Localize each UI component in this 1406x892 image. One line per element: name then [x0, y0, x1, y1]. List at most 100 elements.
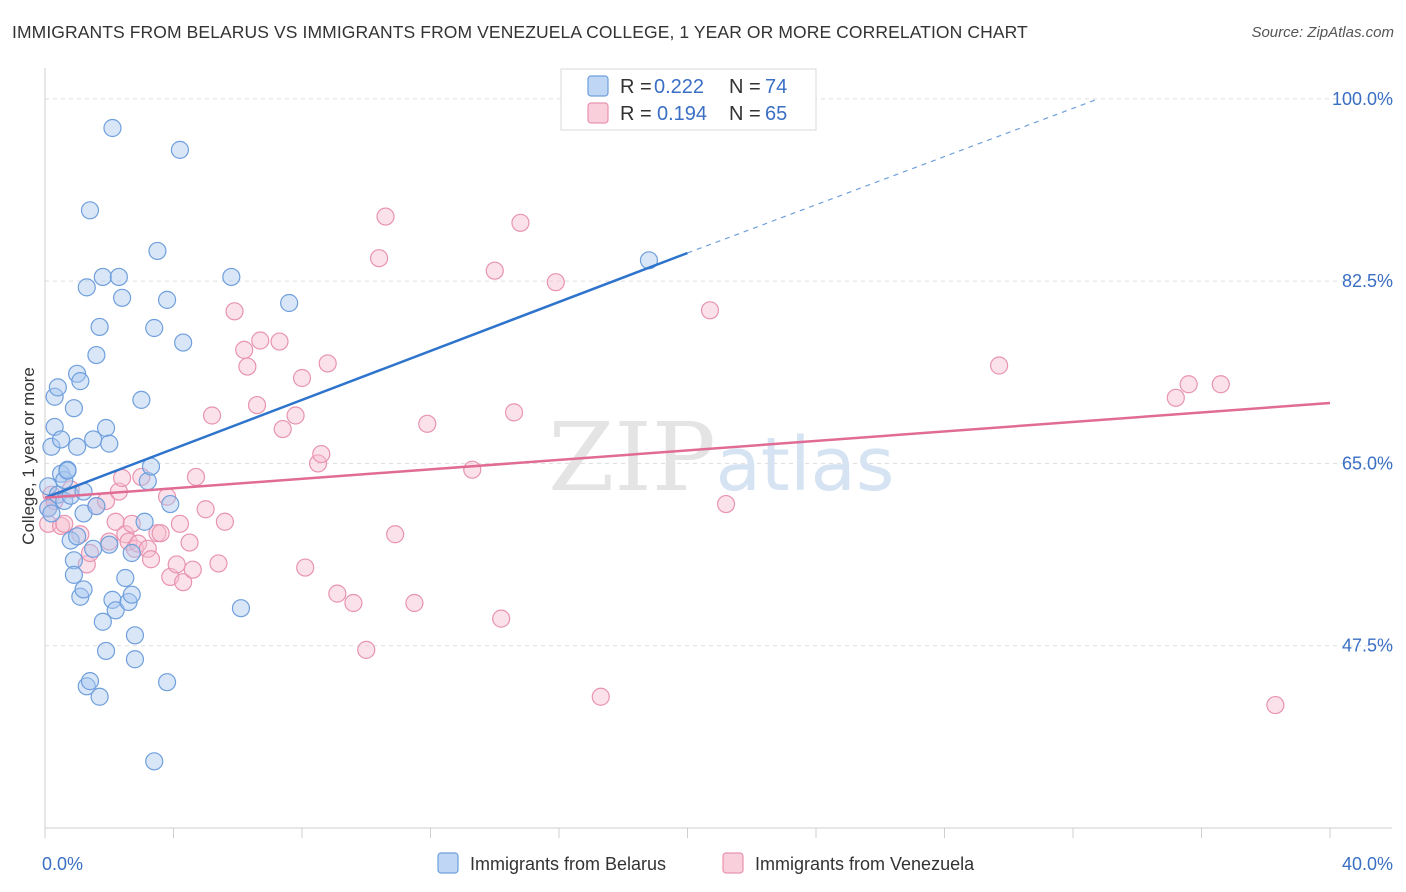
- belarus-point-54: [103, 118, 122, 138]
- belarus-point-63: [161, 494, 180, 514]
- belarus-points: [39, 118, 659, 771]
- belarus-point-60: [148, 241, 167, 261]
- y-tick-label-3: 47.5%: [1342, 636, 1393, 656]
- venezuela-point-65: [591, 687, 610, 706]
- belarus-point-38: [93, 612, 112, 631]
- venezuela-point-30: [174, 573, 193, 592]
- belarus-point-52: [125, 626, 145, 645]
- venezuela-point-34: [196, 500, 215, 519]
- belarus-point-65: [174, 333, 193, 352]
- venezuela-point-66: [700, 301, 720, 320]
- belarus-point-49: [122, 543, 141, 563]
- venezuela-point-53: [357, 640, 376, 659]
- legend-belarus-marker: [437, 852, 459, 874]
- belarus-point-41: [100, 434, 119, 453]
- legend-venezuela-n-value: 65: [765, 103, 787, 125]
- venezuela-point-32: [183, 560, 202, 579]
- venezuela-point-45: [286, 406, 305, 425]
- belarus-point-67: [231, 599, 251, 618]
- legend-correlation: R = 0.222 N = 74 R = 0.194 N = 65: [560, 68, 817, 131]
- venezuela-point-35: [202, 406, 222, 425]
- belarus-point-20: [68, 527, 87, 546]
- venezuela-point-7: [71, 525, 90, 544]
- legend-venezuela-marker: [722, 852, 744, 874]
- venezuela-point-57: [405, 593, 424, 613]
- belarus-point-55: [135, 512, 154, 531]
- venezuela-point-54: [370, 249, 389, 268]
- venezuela-point-51: [328, 584, 347, 603]
- belarus-point-22: [71, 372, 90, 391]
- venezuela-point-67: [716, 494, 736, 514]
- belarus-point-59: [145, 318, 164, 338]
- chart-title: IMMIGRANTS FROM BELARUS VS IMMIGRANTS FR…: [12, 22, 1028, 42]
- belarus-point-40: [96, 641, 116, 661]
- venezuela-point-61: [492, 609, 511, 628]
- belarus-point-16: [64, 551, 84, 570]
- venezuela-point-71: [1211, 375, 1230, 394]
- belarus-trend-extension: [687, 99, 1096, 254]
- y-tick-label-1: 82.5%: [1342, 271, 1393, 291]
- belarus-point-28: [77, 677, 96, 696]
- venezuela-point-20: [129, 534, 148, 553]
- legend-venezuela-r-value: 0.194: [657, 103, 707, 125]
- legend-series: Immigrants from Belarus Immigrants from …: [437, 852, 975, 874]
- belarus-point-30: [80, 672, 100, 691]
- belarus-point-27: [77, 278, 96, 297]
- venezuela-point-50: [318, 354, 337, 373]
- belarus-point-33: [87, 345, 106, 365]
- belarus-point-44: [106, 601, 125, 620]
- legend-venezuela-label: Immigrants from Venezuela: [755, 854, 975, 874]
- belarus-point-53: [132, 390, 151, 409]
- venezuela-point-33: [186, 467, 206, 487]
- belarus-trend-line: [44, 251, 688, 499]
- venezuela-point-55: [376, 207, 395, 226]
- legend-venezuela-swatch: [587, 102, 609, 124]
- x-tick-label-0: 0.0%: [42, 854, 83, 874]
- venezuela-point-69: [1166, 388, 1185, 407]
- belarus-point-47: [116, 568, 135, 588]
- belarus-point-51: [125, 650, 145, 669]
- trend-lines: [44, 99, 1331, 500]
- venezuela-point-42: [251, 331, 270, 350]
- legend-venezuela-r-label: R =: [620, 103, 652, 125]
- venezuela-point-36: [209, 554, 228, 573]
- belarus-point-3: [42, 437, 61, 456]
- venezuela-point-52: [344, 593, 363, 613]
- belarus-point-39: [96, 418, 116, 438]
- tick-labels: 100.0% 82.5% 65.0% 47.5% 0.0% 40.0%: [42, 89, 1393, 874]
- legend-belarus-r-value: 0.222: [654, 76, 704, 98]
- belarus-point-46: [112, 288, 132, 307]
- belarus-point-43: [103, 590, 122, 609]
- y-tick-label-0: 100.0%: [1332, 89, 1393, 109]
- belarus-point-45: [109, 267, 128, 287]
- belarus-point-36: [90, 687, 109, 706]
- belarus-point-29: [80, 201, 100, 220]
- belarus-point-25: [74, 580, 93, 599]
- venezuela-point-4: [51, 516, 71, 536]
- x-tick-label-1: 40.0%: [1342, 854, 1393, 874]
- belarus-point-7: [48, 378, 67, 397]
- venezuela-point-28: [167, 555, 186, 574]
- venezuela-point-62: [504, 403, 524, 422]
- venezuela-point-5: [55, 514, 74, 533]
- belarus-point-32: [84, 539, 103, 558]
- venezuela-point-70: [1179, 375, 1198, 394]
- belarus-point-68: [280, 293, 299, 313]
- belarus-point-42: [100, 535, 119, 554]
- venezuela-point-37: [215, 512, 234, 531]
- venezuela-point-47: [296, 558, 315, 577]
- belarus-point-2: [42, 504, 61, 523]
- belarus-point-13: [58, 461, 77, 480]
- venezuela-point-23: [141, 550, 161, 569]
- belarus-point-1: [39, 499, 58, 518]
- venezuela-point-29: [170, 514, 190, 533]
- venezuela-point-58: [418, 414, 437, 433]
- venezuela-points: [39, 207, 1285, 715]
- venezuela-point-43: [270, 332, 289, 351]
- venezuela-point-72: [1266, 695, 1285, 715]
- axes: [44, 68, 1392, 838]
- belarus-point-50: [122, 585, 141, 604]
- venezuela-point-56: [386, 525, 405, 544]
- legend-venezuela-n-label: N =: [729, 103, 761, 125]
